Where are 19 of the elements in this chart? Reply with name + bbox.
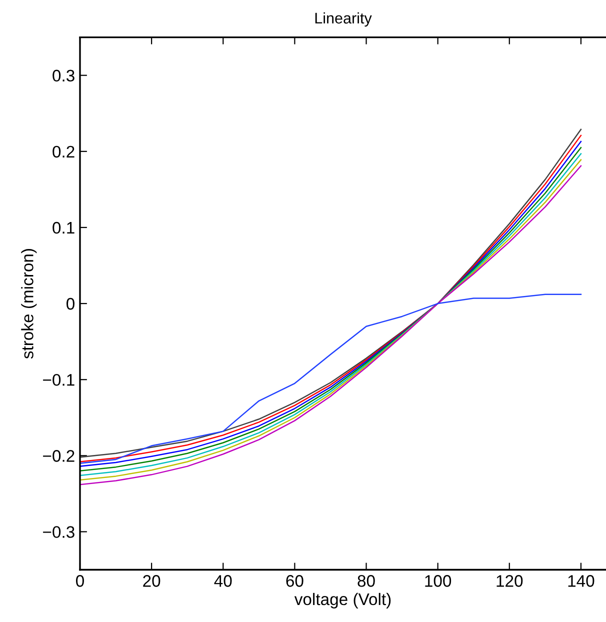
x-tick-label: 40: [214, 575, 232, 587]
x-tick-label: 100: [425, 575, 452, 587]
y-tick-label: 0: [66, 298, 74, 310]
y-axis-title: stroke (micron): [21, 249, 37, 359]
y-tick-label: 0.2: [52, 146, 74, 158]
x-tick-label: 60: [286, 575, 304, 587]
y-tick-label: 0.1: [52, 222, 74, 234]
x-tick-label: 140: [568, 575, 594, 587]
chart-title: Linearity: [315, 12, 372, 27]
x-axis-title: voltage (Volt): [294, 592, 391, 608]
y-tick-label: −0.1: [43, 374, 74, 386]
x-tick-label: 80: [358, 575, 375, 587]
x-tick-label: 20: [143, 575, 160, 587]
y-tick-label: 0.3: [52, 70, 74, 82]
y-tick-label: −0.3: [43, 526, 74, 538]
line-series: [80, 294, 582, 464]
y-tick-label: −0.2: [43, 450, 74, 462]
x-tick-label: 120: [496, 575, 523, 587]
x-tick-label: 0: [76, 575, 84, 587]
